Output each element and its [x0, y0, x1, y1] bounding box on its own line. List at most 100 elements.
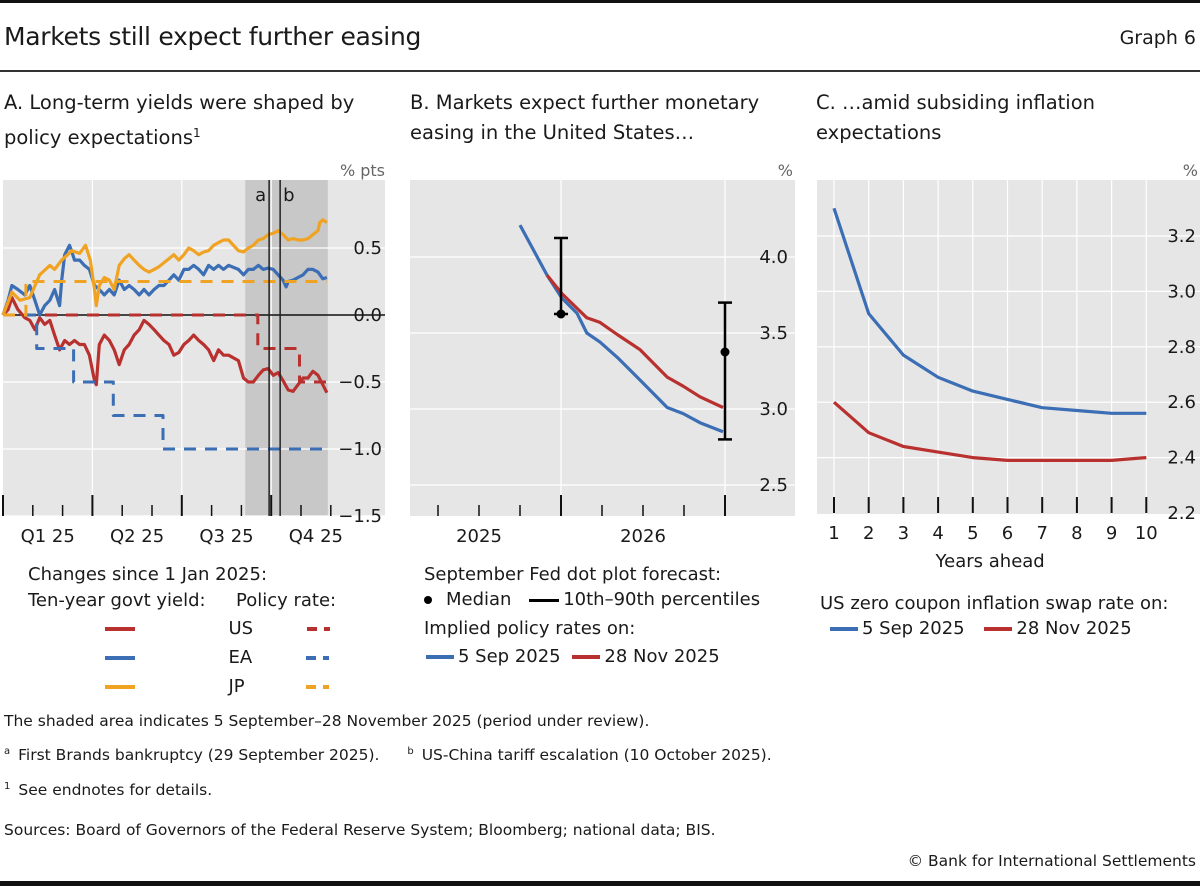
series-us-policy-rate — [3, 313, 327, 384]
series-jp-policy-rate — [3, 280, 327, 317]
y-tick-label: 3.5 — [759, 323, 788, 344]
sep-swatch — [426, 655, 454, 659]
y-unit-label: % pts — [340, 161, 385, 180]
series-implied-policy-rates-on-5-sep-2025 — [518, 224, 724, 434]
legend-b-series: 5 Sep 2025 28 Nov 2025 — [426, 642, 720, 671]
x-tick-label: 9 — [1106, 523, 1117, 544]
y-tick-label: 2.6 — [1167, 392, 1196, 413]
bottom-rule — [0, 881, 1200, 886]
median-dot-icon — [424, 596, 432, 604]
us-policy-dash-icon — [306, 627, 317, 631]
x-tick-label: Q3 25 — [199, 526, 253, 547]
y-tick-label: 3.0 — [759, 399, 788, 420]
x-tick-label: 1 — [828, 523, 839, 544]
y-tick-label: −1.5 — [338, 506, 382, 527]
x-tick-label: 2026 — [620, 526, 666, 547]
legend-b-dotplot: Median 10th–90th percentiles — [424, 585, 760, 614]
footnote-1-mark: 1 — [4, 781, 11, 792]
x-tick-label: 6 — [1002, 523, 1013, 544]
x-axis-title: Years ahead — [935, 551, 1045, 572]
jp-yield-swatch — [105, 685, 135, 689]
y-tick-label: 4.0 — [759, 247, 788, 268]
legend-item-jp: JP — [105, 672, 333, 701]
series-ea-policy-rate — [3, 313, 327, 451]
panel-c-title: C. …amid subsiding inflation expectation… — [816, 91, 1096, 144]
c-nov-swatch — [984, 627, 1013, 631]
footnote-ref-1: 1 — [193, 126, 201, 140]
top-rule — [0, 0, 1200, 3]
nov-swatch — [572, 655, 601, 659]
x-tick-label: 2025 — [456, 526, 502, 547]
ea-policy-dash-icon-2 — [322, 656, 329, 660]
legend-a-heading: Changes since 1 Jan 2025: — [28, 564, 268, 585]
event-label-b: b — [283, 185, 294, 206]
legend-a-col1: Ten-year govt yield: — [28, 590, 206, 611]
legend-item-us: US — [105, 614, 334, 643]
event-label-a: a — [255, 185, 266, 206]
median-dot — [720, 347, 730, 357]
x-tick-label: 2 — [863, 523, 874, 544]
y-unit-label: % — [1183, 161, 1198, 180]
legend-item-ea: EA — [105, 643, 333, 672]
legend-c-s1-label: 5 Sep 2025 — [862, 618, 965, 639]
graph-number: Graph 6 — [1119, 27, 1196, 49]
y-tick-label: −1.0 — [338, 439, 382, 460]
series-ea-ten-year-govt-yield — [1, 243, 328, 317]
jp-policy-dash-icon-2 — [323, 685, 330, 689]
x-tick-label: 4 — [932, 523, 943, 544]
x-tick-label: 7 — [1036, 523, 1047, 544]
sources: Sources: Board of Governors of the Feder… — [4, 821, 716, 839]
footnote-b-mark: b — [407, 746, 414, 757]
series-5-sep-2025 — [832, 207, 1147, 415]
legend-b-s1-label: 5 Sep 2025 — [458, 646, 561, 667]
x-tick-label: Q1 25 — [21, 526, 75, 547]
x-tick-label: 10 — [1135, 523, 1158, 544]
legend-c-series: 5 Sep 2025 28 Nov 2025 — [830, 614, 1132, 643]
x-tick-label: 8 — [1071, 523, 1082, 544]
footnote-a-mark: a — [4, 746, 11, 757]
median-dot — [556, 309, 566, 319]
footnote-b-text: US-China tariff escalation (10 October 2… — [421, 746, 772, 764]
ea-yield-swatch — [105, 656, 135, 660]
legend-b-heading: September Fed dot plot forecast: — [424, 564, 722, 585]
series-implied-policy-rates-on-28-nov-2025 — [545, 274, 724, 409]
panel-a-title: A. Long-term yields were shaped by polic… — [4, 88, 394, 153]
legend-range-label: 10th–90th percentiles — [563, 589, 761, 610]
footnote-a-text: First Brands bankruptcy (29 September 20… — [18, 746, 380, 764]
footnote-shaded: The shaded area indicates 5 September–28… — [4, 712, 650, 730]
legend-label-us: US — [228, 618, 254, 639]
legend-c-s2-label: 28 Nov 2025 — [1016, 618, 1132, 639]
legend-c-heading: US zero coupon inflation swap rate on: — [820, 593, 1169, 614]
us-yield-swatch — [105, 627, 135, 631]
footnote-1-text: See endnotes for details. — [18, 781, 213, 799]
x-tick-label: 3 — [898, 523, 909, 544]
jp-policy-dash-icon — [306, 685, 317, 689]
y-tick-label: 2.4 — [1167, 448, 1196, 469]
y-tick-label: 0.0 — [353, 305, 382, 326]
y-tick-label: 2.8 — [1167, 337, 1196, 358]
panel-b-chart: 4.0 3.5 3.0 2.5 2025 2026% — [410, 161, 795, 547]
legend-a-col2: Policy rate: — [236, 590, 337, 611]
footnote-1: 1 See endnotes for details. — [4, 781, 212, 799]
y-tick-label: 3.2 — [1167, 226, 1196, 247]
panel-b-title: B. Markets expect further monetary easin… — [410, 91, 760, 144]
x-tick-label: 5 — [967, 523, 978, 544]
x-tick-label: Q4 25 — [289, 526, 343, 547]
page-title: Markets still expect further easing — [4, 22, 422, 51]
us-policy-dash-icon-2 — [323, 627, 330, 631]
legend-median-label: Median — [446, 589, 512, 610]
panel-a-title-text: A. Long-term yields were shaped by polic… — [4, 91, 355, 149]
percentile-line-icon — [529, 598, 560, 602]
panel-c-chart: 3.2 3.0 2.8 2.6 2.4 2.2 1 2 3 4 5 6 7 8 9 10 Years ahead… — [817, 161, 1200, 572]
y-unit-label: % — [778, 161, 793, 180]
legend-b-heading2: Implied policy rates on: — [424, 618, 636, 639]
series-jp-ten-year-govt-yield — [1, 218, 328, 316]
copyright: © Bank for International Settlements — [907, 852, 1196, 870]
y-tick-label: −0.5 — [338, 372, 382, 393]
ea-policy-dash-icon — [305, 656, 316, 660]
panel-b-plot-bg — [410, 180, 795, 516]
x-tick-label: Q2 25 — [110, 526, 164, 547]
legend-label-jp: JP — [228, 676, 245, 697]
